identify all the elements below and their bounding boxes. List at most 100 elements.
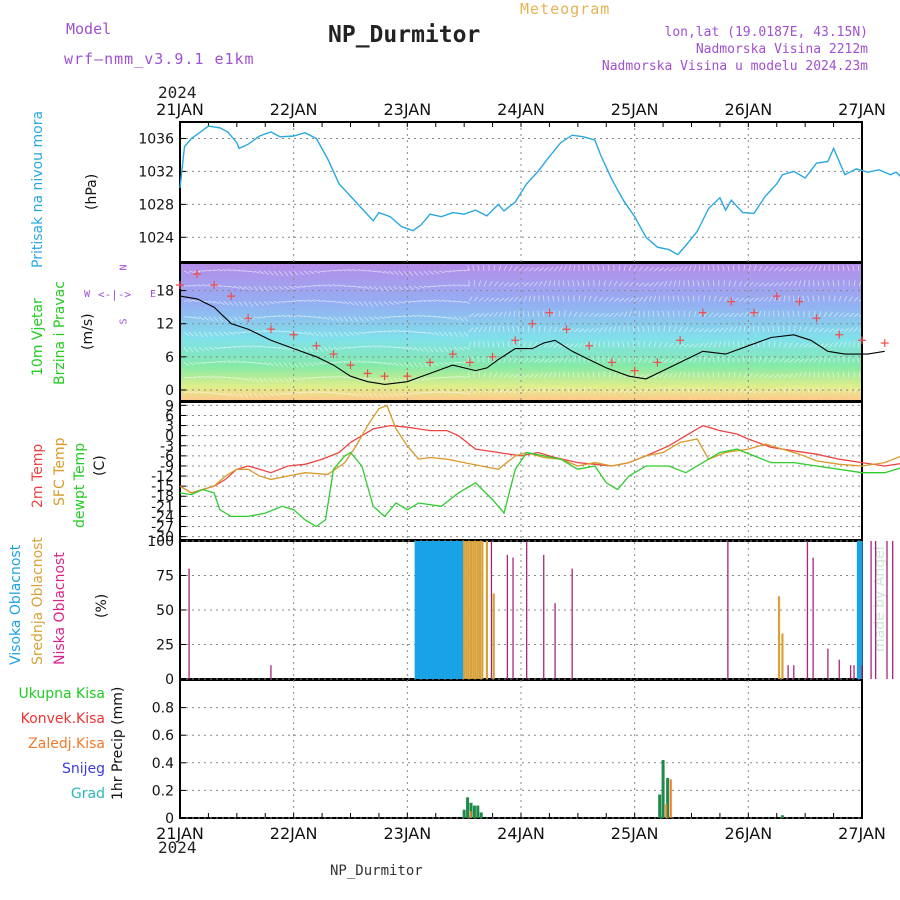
wind-barb (283, 392, 290, 395)
wind-barb (853, 387, 858, 394)
wind-barb (433, 299, 440, 302)
y-tick-label: 3 (165, 419, 174, 435)
wind-barb (408, 314, 415, 318)
wind-barb (797, 295, 800, 302)
wind-barb (238, 331, 245, 334)
wind-barb (443, 391, 450, 394)
wind-barb (453, 284, 460, 287)
wind-barb (518, 388, 524, 394)
wind-barb (758, 265, 763, 272)
wind-barb (823, 311, 828, 317)
wind-barb (208, 346, 215, 351)
wind-barb (758, 310, 762, 317)
wind-barb (808, 371, 811, 378)
wind-barb (518, 266, 524, 272)
wind-barb (238, 316, 244, 321)
wind-barb (198, 391, 205, 394)
cloud-low-bar (188, 568, 190, 679)
wind-barb (353, 316, 359, 322)
cloud-low-bar (270, 665, 272, 679)
wind-barb (568, 343, 574, 348)
wind-barb (678, 358, 684, 363)
precip-frozen-bar (665, 804, 668, 818)
cloud-high-bar (435, 541, 439, 679)
wind-barb (528, 373, 534, 379)
wind-barb (623, 281, 629, 287)
wind-barb (428, 270, 435, 275)
wind-barb (807, 387, 810, 394)
wind-barb (608, 388, 614, 394)
wind-barb (368, 285, 375, 291)
y-tick-label: 0 (165, 429, 174, 445)
wind-barb (248, 270, 255, 273)
wind-barb-row (183, 356, 860, 368)
wind-barb (238, 345, 245, 348)
wind-barb (612, 356, 615, 363)
wind-barb (373, 285, 379, 291)
wind-barb (738, 312, 744, 318)
wind-barb (283, 346, 290, 351)
y-tick-label: 18 (156, 284, 174, 300)
wind-barb (678, 326, 683, 333)
wind-barb (663, 373, 669, 379)
wind-barb (298, 391, 305, 394)
x-label-bottom: 23JAN (383, 824, 431, 843)
wind-barb (458, 375, 465, 379)
cloud-high-bar (430, 541, 435, 679)
wind-barb (233, 285, 240, 289)
wind-barb (487, 356, 490, 363)
wind-barb (792, 310, 795, 317)
wind-barb (443, 300, 450, 302)
wind-barb (383, 362, 390, 365)
wind-barb (703, 356, 706, 363)
wind-barb (518, 374, 525, 379)
wind-barb (707, 371, 710, 378)
wind-barb (493, 297, 500, 302)
wind-barb (223, 392, 230, 397)
wind-barb (543, 280, 547, 287)
wind-barb (268, 270, 274, 276)
wind-barb (263, 286, 269, 292)
wind-barb (338, 269, 345, 272)
wind-barb (743, 372, 748, 378)
wind-barb (223, 360, 230, 363)
wind-barb (268, 315, 276, 318)
wind-barb (528, 267, 535, 272)
wind-barb (638, 282, 645, 287)
wind-barb (188, 376, 196, 379)
wind-barb (607, 356, 610, 363)
wind-barb (543, 326, 546, 333)
wind-barb (393, 392, 400, 397)
wind-barb (613, 388, 619, 394)
wind-barb (728, 326, 733, 333)
wind-barb (378, 377, 384, 383)
wind-barb (218, 301, 225, 305)
wind-barb (663, 358, 670, 363)
wind-barb (308, 270, 315, 274)
wind-barb (303, 362, 309, 367)
wind-barb (698, 342, 704, 348)
wind-barb (548, 266, 554, 272)
wind-barb (278, 330, 285, 333)
wind-barb (608, 341, 610, 348)
wind-barb (623, 265, 626, 272)
wind-barb (333, 284, 340, 287)
precip-total-bar (661, 760, 665, 818)
wind-barb (648, 282, 654, 287)
cloud-high-bar (457, 541, 462, 679)
wind-barb (553, 343, 560, 348)
wind-barb (288, 346, 295, 352)
wind-barb (213, 284, 220, 287)
wind-barb (258, 330, 265, 333)
wind-barb (587, 280, 590, 287)
wind-barb (443, 270, 450, 273)
wind-barb (398, 285, 404, 291)
wind-barb-row (183, 295, 864, 307)
wind-barb (833, 328, 840, 333)
wind-barb (733, 297, 739, 302)
wind-barb (602, 356, 605, 363)
cloud-high-bar (439, 541, 444, 679)
wind-barb (612, 341, 615, 348)
wind-barb (693, 265, 697, 272)
product-label: Meteogram (520, 0, 611, 18)
